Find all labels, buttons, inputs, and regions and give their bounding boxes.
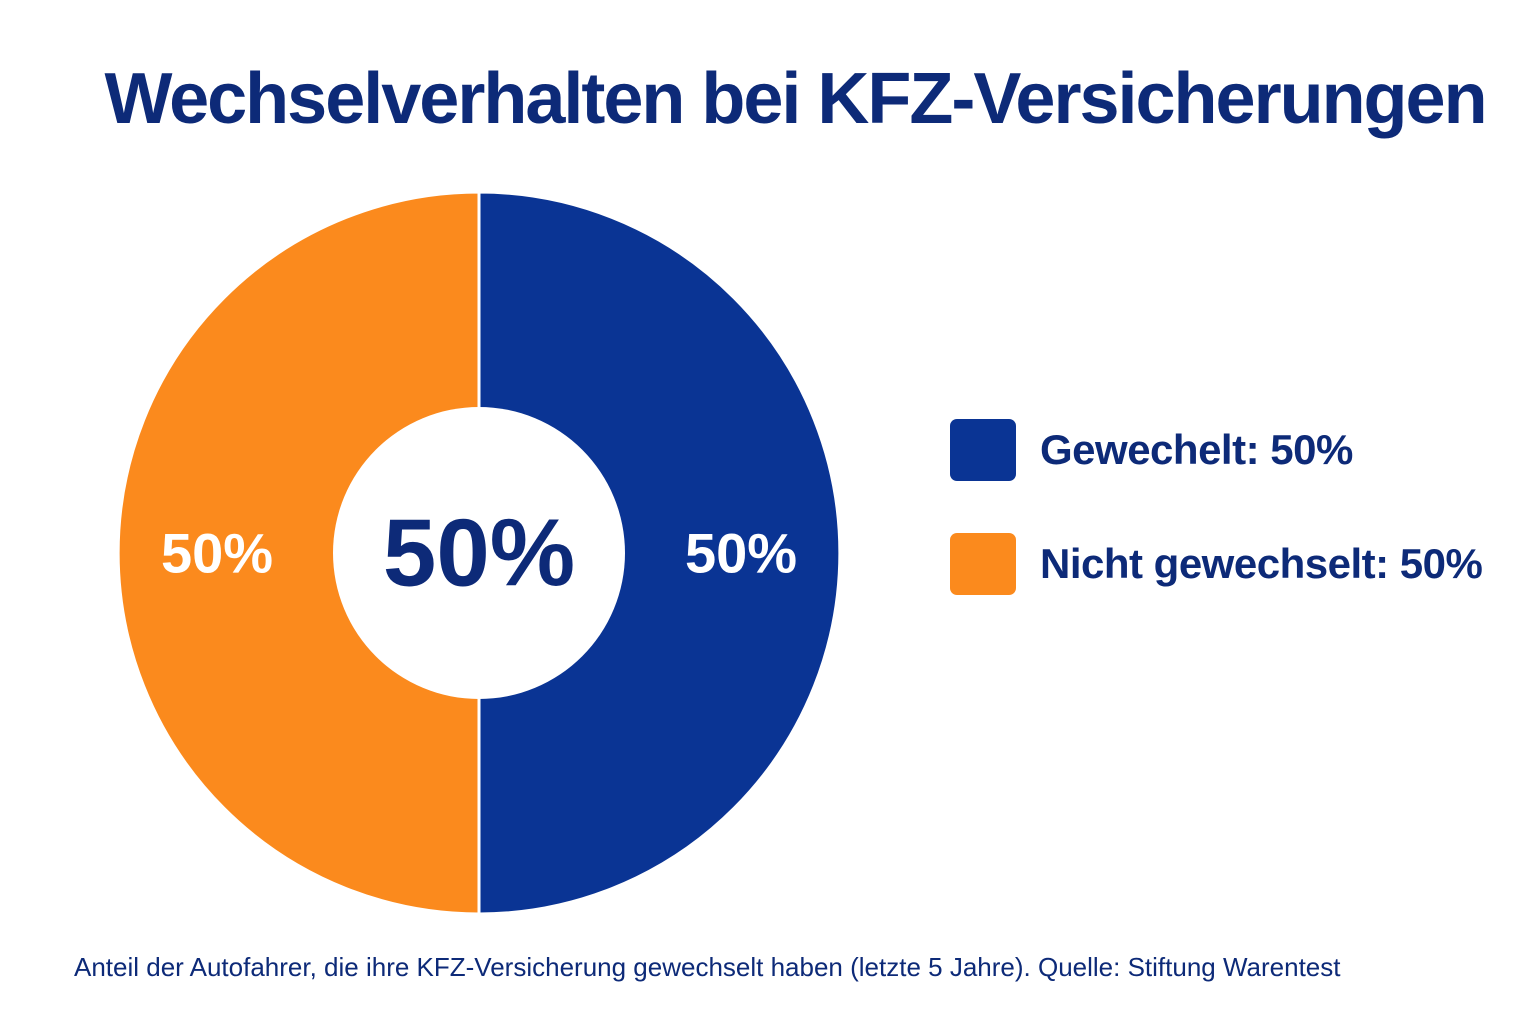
donut-slice-gewechelt [477,190,842,916]
center-label: 50% [383,500,575,607]
donut-slice-nicht-gewechselt [116,190,481,916]
legend-item-gewechelt: Gewechelt: 50% [950,418,1482,482]
chart-title: Wechselverhalten bei KFZ-Versicherungen [104,59,1487,139]
donut-slices [116,190,842,916]
legend: Gewechelt: 50% Nicht gewechselt: 50% [950,418,1483,646]
slice-label-nicht-gewechselt: 50% [161,522,273,585]
slice-label-gewechelt: 50% [685,522,797,585]
legend-swatch-gewechelt [950,419,1016,481]
legend-label-gewechelt: Gewechelt: 50% [1040,426,1353,473]
donut-hole [333,407,625,699]
chart-caption: Anteil der Autofahrer, die ihre KFZ-Vers… [74,952,1341,982]
legend-item-nicht-gewechselt: Nicht gewechselt: 50% [950,532,1483,596]
legend-label-nicht-gewechselt: Nicht gewechselt: 50% [1040,540,1483,587]
legend-swatch-nicht-gewechselt [950,533,1016,595]
